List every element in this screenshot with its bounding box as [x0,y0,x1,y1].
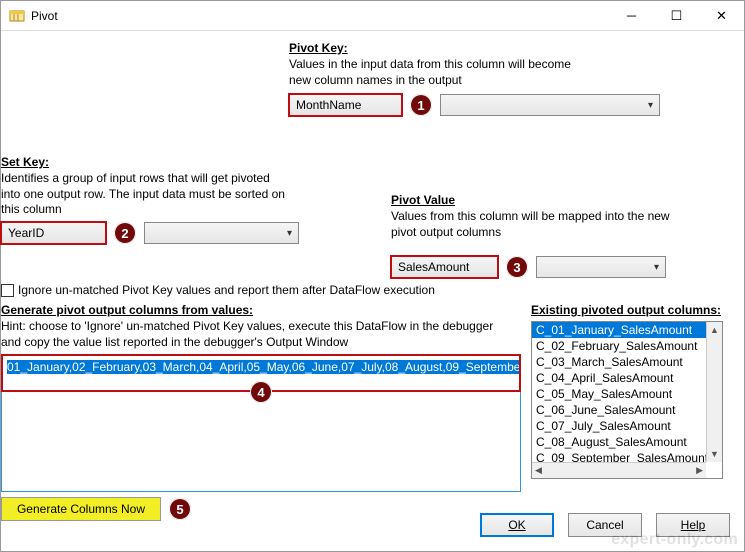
list-item[interactable]: C_07_July_SalesAmount [532,418,722,434]
set-key-label: Set Key: [1,155,49,169]
chevron-down-icon: ▾ [654,262,659,273]
scrollbar-vertical[interactable]: ▲ ▼ [706,322,722,462]
generate-label: Generate pivot output columns from value… [1,303,253,317]
generate-values-text: 01_January,02_February,03_March,04_April… [7,360,521,374]
pivot-value-section: Pivot Value Values from this column will… [391,193,721,240]
generate-hint-2: and copy the value list reported in the … [1,335,493,351]
scroll-left-icon[interactable]: ◀ [535,465,542,476]
pivot-value-combo[interactable]: SalesAmount [391,256,498,278]
list-item[interactable]: C_05_May_SalesAmount [532,386,722,402]
badge-3: 3 [506,256,528,278]
generate-columns-label: Generate Columns Now [17,502,145,516]
set-key-value: YearID [8,226,44,240]
pivot-key-label: Pivot Key: [289,41,348,55]
badge-2: 2 [114,222,136,244]
existing-label: Existing pivoted output columns: [531,303,721,317]
generate-columns-button[interactable]: Generate Columns Now [1,497,161,521]
set-key-combo[interactable]: YearID [1,222,106,244]
minimize-button[interactable]: ─ [609,1,654,31]
cancel-label: Cancel [586,518,623,532]
window-title: Pivot [31,9,58,23]
pivot-key-desc-1: Values in the input data from this colum… [289,57,599,73]
chevron-down-icon: ▾ [648,100,653,111]
watermark: expert-only.com [611,531,738,549]
titlebar: Pivot ─ ☐ ✕ [1,1,744,31]
scroll-right-icon[interactable]: ▶ [696,465,703,476]
scroll-down-icon[interactable]: ▼ [707,446,722,462]
help-label: Help [681,518,706,532]
pivot-value-value: SalesAmount [398,260,469,274]
set-key-desc-1: Identifies a group of input rows that wi… [1,171,321,187]
maximize-button[interactable]: ☐ [654,1,699,31]
pivot-value-desc-1: Values from this column will be mapped i… [391,209,721,225]
chevron-down-icon: ▾ [287,228,292,239]
pivot-key-combo[interactable]: MonthName [289,94,402,116]
pivot-key-combo-ext[interactable]: ▾ [440,94,660,116]
pivot-key-desc-2: new column names in the output [289,73,599,89]
scroll-up-icon[interactable]: ▲ [707,322,722,338]
scrollbar-horizontal[interactable]: ◀ ▶ [532,462,706,478]
list-item[interactable]: C_02_February_SalesAmount [532,338,722,354]
set-key-desc-2: into one output row. The input data must… [1,187,321,203]
generate-values-area[interactable]: 4 [1,392,521,492]
list-item[interactable]: C_08_August_SalesAmount [532,434,722,450]
list-item[interactable]: C_06_June_SalesAmount [532,402,722,418]
ok-label: OK [508,518,525,532]
pivot-value-desc-2: pivot output columns [391,225,721,241]
list-item[interactable]: C_03_March_SalesAmount [532,354,722,370]
ignore-checkbox[interactable] [1,284,14,297]
pivot-key-value: MonthName [296,98,361,112]
ok-button[interactable]: OK [480,513,554,537]
dialog-content: Pivot Key: Values in the input data from… [1,31,744,551]
set-key-desc-3: this column [1,202,321,218]
pivot-value-label: Pivot Value [391,193,455,207]
ignore-checkbox-label: Ignore un-matched Pivot Key values and r… [18,283,435,297]
close-button[interactable]: ✕ [699,1,744,31]
generate-hint-1: Hint: choose to 'Ignore' un-matched Pivo… [1,319,493,335]
badge-4: 4 [250,381,272,403]
badge-1: 1 [410,94,432,116]
set-key-section: Set Key: Identifies a group of input row… [1,155,321,218]
pivot-key-section: Pivot Key: Values in the input data from… [289,41,599,88]
app-icon [9,8,25,24]
badge-5: 5 [169,498,191,520]
set-key-combo-ext[interactable]: ▾ [144,222,299,244]
dialog-window: Pivot ─ ☐ ✕ Pivot Key: Values in the inp… [0,0,745,552]
existing-columns-list[interactable]: C_01_January_SalesAmount C_02_February_S… [531,321,723,479]
pivot-value-combo-ext[interactable]: ▾ [536,256,666,278]
list-item[interactable]: C_01_January_SalesAmount [532,322,722,338]
list-item[interactable]: C_04_April_SalesAmount [532,370,722,386]
